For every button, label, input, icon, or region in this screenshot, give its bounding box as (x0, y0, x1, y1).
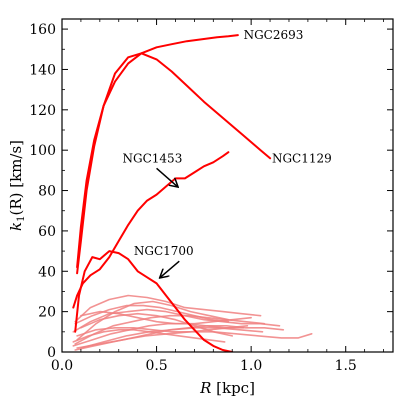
x-tick-label: 0.5 (145, 358, 167, 374)
y-tick-label: 100 (29, 143, 56, 159)
series-line-ngc1129 (76, 52, 272, 275)
x-axis-label: R [kpc] (199, 379, 255, 397)
annotation-ngc1453: NGC1453 (123, 151, 183, 165)
y-tick-label: 20 (38, 305, 56, 321)
axis-ticks: 0.0 0.5 1.0 1.5 0 20 40 60 80 100 120 140 160 (29, 19, 393, 374)
annotation-ngc1129: NGC1129 (272, 151, 332, 165)
series-line-7 (72, 308, 281, 333)
x-tick-label: 1.5 (335, 358, 357, 374)
series-line-10 (72, 322, 245, 347)
x-axis-label-variable: R (199, 379, 211, 397)
annotation-arrow-ngc1700 (160, 260, 180, 277)
y-tick-label: 0 (47, 345, 56, 361)
plot-frame (61, 18, 394, 353)
series-line-16 (80, 326, 264, 349)
y-tick-label: 60 (38, 224, 56, 240)
x-axis-label-unit: [kpc] (211, 379, 255, 397)
x-tick-label: 0.0 (51, 358, 73, 374)
y-axis-label: k1(R) [km/s] (7, 140, 27, 231)
annotation-arrow-ngc1453 (156, 167, 178, 186)
annotations: NGC2693 NGC1129 NGC1453 NGC1700 (123, 28, 332, 277)
y-axis-label-variable: k (7, 222, 25, 231)
series-line-ngc1453 (72, 151, 230, 309)
y-tick-label: 120 (29, 103, 56, 119)
series-line-ngc1700 (74, 250, 234, 352)
y-axis-label-argument: (R) (7, 193, 25, 216)
plot-area (72, 34, 313, 352)
y-tick-label: 140 (29, 62, 56, 78)
series-line-17 (74, 304, 230, 325)
series-group (72, 34, 313, 352)
y-tick-label: 160 (29, 22, 56, 38)
y-tick-label: 80 (38, 184, 56, 200)
y-axis-label-unit: [km/s] (7, 140, 25, 193)
annotation-ngc2693: NGC2693 (244, 28, 304, 42)
x-tick-label: 1.0 (240, 358, 262, 374)
annotation-ngc1700: NGC1700 (134, 244, 194, 258)
series-line-5 (74, 294, 262, 323)
y-tick-label: 40 (38, 264, 56, 280)
y-axis-label-subscript: 1 (16, 216, 27, 222)
